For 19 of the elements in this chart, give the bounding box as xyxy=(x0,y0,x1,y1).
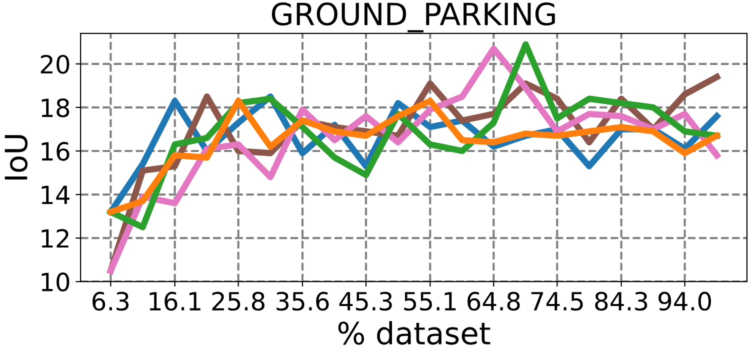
y-tick-label: 14 xyxy=(42,186,70,204)
x-tick-label: 16.1 xyxy=(150,292,200,311)
x-axis-title: % dataset xyxy=(338,321,490,345)
x-tick-label: 74.5 xyxy=(531,292,583,311)
x-tick-label: 25.8 xyxy=(212,292,264,311)
x-tick-label: 35.6 xyxy=(276,292,329,311)
y-tick-label: 18 xyxy=(42,98,70,118)
y-tick-label: 12 xyxy=(42,229,68,248)
x-tick-label: 45.3 xyxy=(339,292,392,311)
y-axis-title: IoU xyxy=(4,135,28,180)
y-tick-label: 10 xyxy=(42,272,70,292)
y-tick-label: 20 xyxy=(40,54,70,74)
x-tick-label: 84.3 xyxy=(595,292,648,311)
x-tick-label: 64.8 xyxy=(468,292,520,311)
x-tick-label: 55.1 xyxy=(404,292,456,311)
chart-title: GROUND_PARKING xyxy=(272,2,555,32)
x-tick-label: 94.0 xyxy=(658,292,711,311)
x-tick-label: 6.3 xyxy=(92,292,129,311)
y-tick-label: 16 xyxy=(42,142,70,161)
